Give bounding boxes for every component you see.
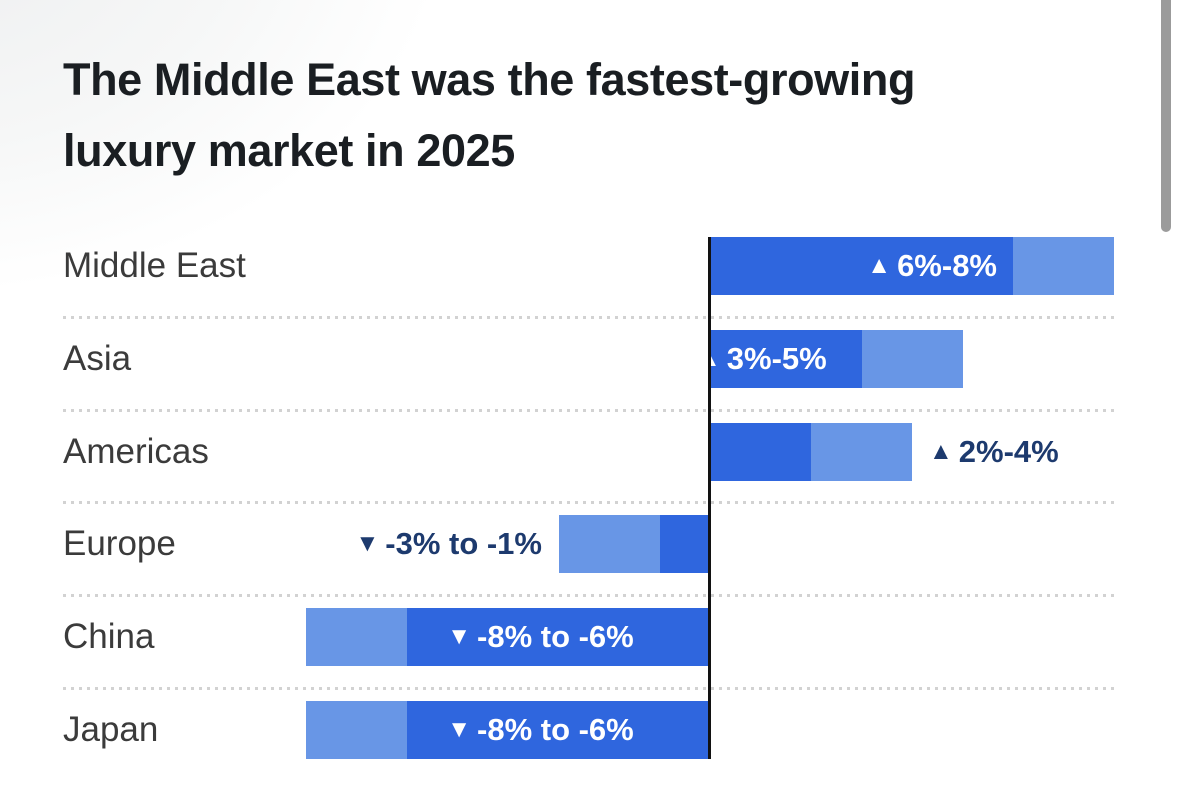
down-triangle-icon: ▼ <box>447 716 471 743</box>
up-triangle-icon: ▲ <box>867 252 892 279</box>
row-separator <box>63 316 1116 319</box>
row-separator <box>63 501 1116 504</box>
row-separator <box>63 594 1116 597</box>
value-label-americas: ▲ 2%-4% <box>929 423 1059 481</box>
bar-range-segment-middle-east <box>1013 237 1114 295</box>
bar-solid-segment-asia <box>710 330 862 388</box>
bar-solid-segment-americas <box>710 423 811 481</box>
bar-solid-segment-europe <box>660 515 711 573</box>
value-label-asia: ▲3%-5% <box>697 330 827 388</box>
bar-solid-segment-middle-east <box>710 237 1013 295</box>
category-label-americas: Americas <box>63 432 209 471</box>
bar-range-segment-asia <box>862 330 963 388</box>
category-label-asia: Asia <box>63 339 132 378</box>
chart-title-line1: The Middle East was the fastest-growing <box>63 54 916 105</box>
up-triangle-icon: ▲ <box>929 438 953 465</box>
value-range-text: -8% to -6% <box>477 619 634 654</box>
value-range-text: -3% to -1% <box>385 526 542 561</box>
row-separator <box>63 687 1116 690</box>
down-triangle-icon: ▼ <box>355 530 380 557</box>
value-label-europe: ▼ -3% to -1% <box>0 515 542 573</box>
bar-solid-segment-japan <box>407 701 710 759</box>
bar-solid-segment-china <box>407 608 710 666</box>
value-range-text: 3%-5% <box>726 341 827 376</box>
category-label-europe: Europe <box>63 524 176 563</box>
chart-title: The Middle East was the fastest-growing l… <box>63 44 915 186</box>
zero-axis-line <box>708 237 711 759</box>
value-label-japan: ▼ -8% to -6% <box>389 701 692 759</box>
bar-range-segment-china <box>306 608 407 666</box>
category-label-china: China <box>63 617 155 656</box>
down-triangle-icon: ▼ <box>447 623 471 650</box>
bar-range-segment-japan <box>306 701 407 759</box>
bar-range-segment-europe <box>559 515 660 573</box>
value-range-text: 6%-8% <box>897 248 997 283</box>
chart-title-line2: luxury market in 2025 <box>63 125 515 176</box>
value-range-text: -8% to -6% <box>477 712 634 747</box>
category-label-middle-east: Middle East <box>63 246 246 285</box>
scrollbar-thumb[interactable] <box>1161 0 1171 232</box>
value-range-text: 2%-4% <box>958 434 1059 469</box>
category-label-japan: Japan <box>63 710 159 749</box>
value-label-china: ▼ -8% to -6% <box>389 608 692 666</box>
value-label-middle-east: ▲ 6%-8% <box>710 237 997 295</box>
bar-range-segment-americas <box>811 423 912 481</box>
row-separator <box>63 409 1116 412</box>
